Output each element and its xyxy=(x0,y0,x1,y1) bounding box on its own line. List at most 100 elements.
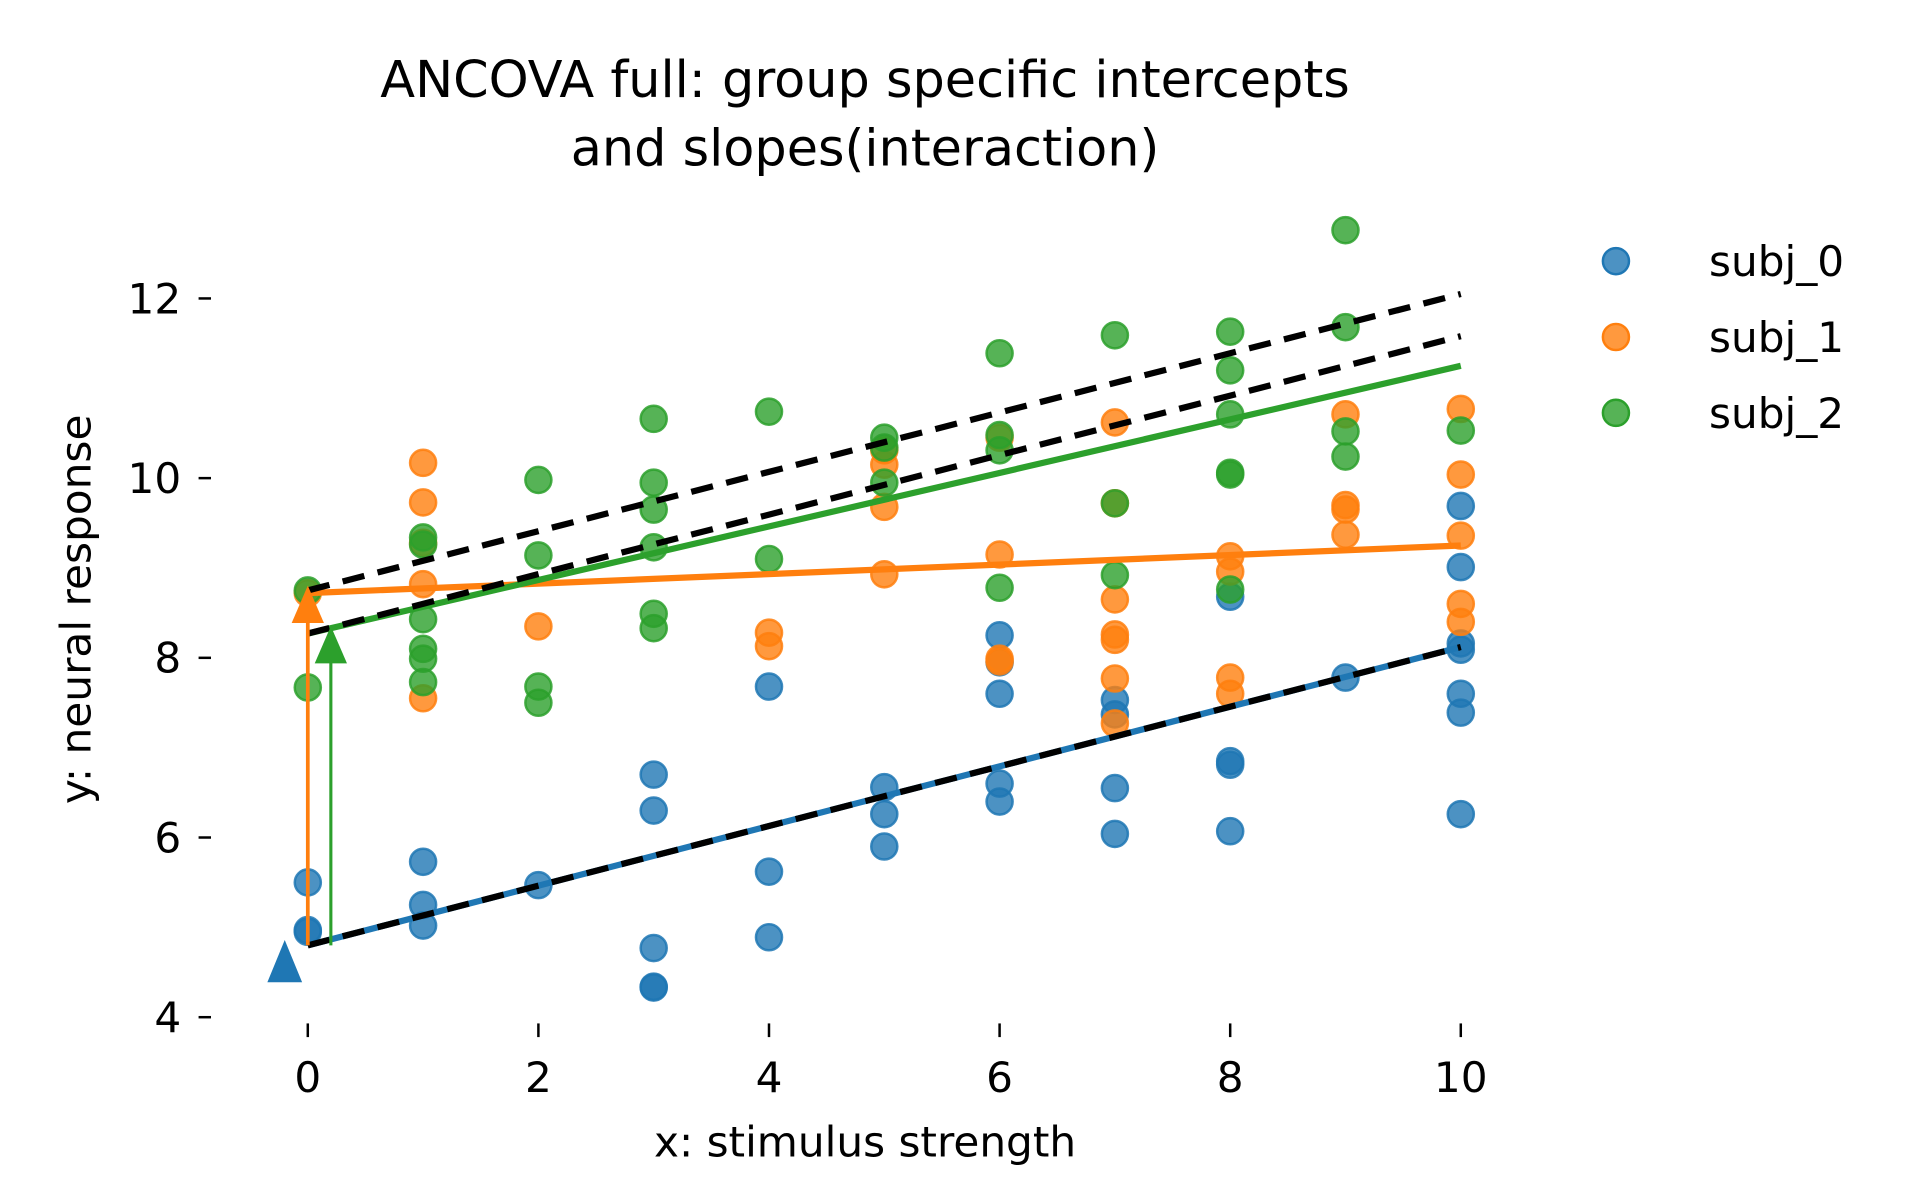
data-point xyxy=(524,541,553,570)
data-point xyxy=(754,857,784,886)
data-point xyxy=(870,799,899,829)
x-tick-label: 2 xyxy=(525,1053,552,1102)
data-point xyxy=(1100,773,1130,803)
data-point xyxy=(408,667,438,697)
data-point xyxy=(1215,317,1245,346)
chart-title-line-2: and slopes(interaction) xyxy=(571,119,1160,178)
data-point xyxy=(1331,215,1360,245)
data-point xyxy=(1100,664,1130,693)
data-point xyxy=(408,847,438,877)
data-point xyxy=(408,448,438,478)
data-point xyxy=(524,465,553,495)
y-tick-label: 6 xyxy=(154,813,181,862)
data-point xyxy=(639,796,668,825)
data-point xyxy=(639,933,668,963)
data-point xyxy=(1100,585,1130,614)
fit-lines xyxy=(307,290,1462,949)
legend: subj_0 subj_1 subj_2 xyxy=(1601,237,1844,438)
x-axis: 0 2 4 6 8 10 xyxy=(294,1023,1488,1102)
data-point xyxy=(639,495,668,524)
data-point xyxy=(1446,521,1476,550)
data-point xyxy=(1446,698,1476,727)
data-point xyxy=(870,832,899,861)
data-point xyxy=(754,672,784,701)
data-point xyxy=(985,338,1014,368)
chart-title-line-1: ANCOVA full: group specific intercepts xyxy=(380,51,1350,110)
data-point xyxy=(1446,552,1476,582)
legend-label: subj_0 xyxy=(1709,237,1844,286)
series-subj_0 xyxy=(293,491,1476,1002)
y-tick-label: 4 xyxy=(154,993,181,1042)
data-point xyxy=(1100,819,1130,849)
legend-item-subj_0: subj_0 xyxy=(1601,237,1844,286)
y-axis: 4 6 8 10 12 xyxy=(128,274,211,1042)
arrowhead-triangle-icon xyxy=(314,626,347,664)
legend-item-subj_1: subj_1 xyxy=(1601,313,1844,362)
y-tick-label: 10 xyxy=(128,454,182,503)
series-subj_2 xyxy=(293,215,1476,718)
legend-marker-icon xyxy=(1601,322,1631,352)
arrowhead-triangle-icon xyxy=(267,939,303,983)
x-tick-label: 8 xyxy=(1217,1053,1244,1102)
data-point xyxy=(1331,442,1360,471)
legend-label: subj_2 xyxy=(1709,389,1844,438)
data-point xyxy=(524,612,553,641)
data-point xyxy=(1215,750,1245,780)
data-point xyxy=(639,468,668,497)
data-point xyxy=(1446,799,1476,829)
scatter-points xyxy=(293,215,1476,1002)
data-point xyxy=(1215,356,1245,385)
additive-prediction-subj2 xyxy=(307,333,1462,637)
data-point xyxy=(754,631,784,661)
arrowhead-triangle-icon xyxy=(291,585,324,623)
data-point xyxy=(1215,575,1245,604)
chart-title: ANCOVA full: group specific intercepts a… xyxy=(380,51,1350,178)
intercept-arrow-subj0 xyxy=(267,939,303,983)
data-point xyxy=(1100,320,1130,350)
x-axis-label: x: stimulus strength xyxy=(654,1117,1076,1166)
data-point xyxy=(1446,460,1476,489)
data-point xyxy=(754,922,784,952)
data-point xyxy=(639,760,668,789)
data-point xyxy=(524,688,553,718)
data-point xyxy=(985,647,1014,676)
data-point xyxy=(985,573,1014,603)
data-point xyxy=(754,544,784,574)
data-point xyxy=(985,787,1014,816)
legend-item-subj_2: subj_2 xyxy=(1601,389,1844,438)
data-point xyxy=(639,404,668,434)
y-tick-label: 12 xyxy=(128,274,182,323)
data-point xyxy=(1100,625,1130,655)
data-point xyxy=(639,613,668,643)
data-point xyxy=(1331,520,1360,550)
data-point xyxy=(1100,560,1130,590)
legend-marker-icon xyxy=(1601,398,1631,428)
fit-line-subj_2 xyxy=(307,362,1462,637)
x-tick-label: 4 xyxy=(756,1053,783,1102)
intercept-arrows xyxy=(267,585,347,983)
intercept-arrow-subj2 xyxy=(314,626,347,946)
data-point xyxy=(1446,607,1476,637)
data-point xyxy=(754,397,784,426)
legend-marker-icon xyxy=(1601,246,1631,276)
data-point xyxy=(1331,495,1360,524)
x-tick-label: 0 xyxy=(294,1053,321,1102)
intercept-arrow-subj1 xyxy=(291,585,324,946)
baseline-subj0 xyxy=(307,644,1462,949)
data-point xyxy=(985,679,1014,709)
data-point xyxy=(1215,460,1245,489)
data-point xyxy=(408,569,438,599)
y-tick-label: 8 xyxy=(154,634,181,683)
data-point xyxy=(408,530,438,559)
y-axis-label: y: neural response xyxy=(52,415,101,805)
data-point xyxy=(1446,416,1476,445)
legend-label: subj_1 xyxy=(1709,313,1844,362)
data-point xyxy=(1100,488,1130,518)
data-point xyxy=(870,559,899,589)
data-point xyxy=(1331,417,1360,446)
data-point xyxy=(408,488,438,517)
data-point xyxy=(639,973,668,1002)
additive-prediction-subj1 xyxy=(307,290,1462,594)
x-tick-label: 10 xyxy=(1434,1053,1488,1102)
